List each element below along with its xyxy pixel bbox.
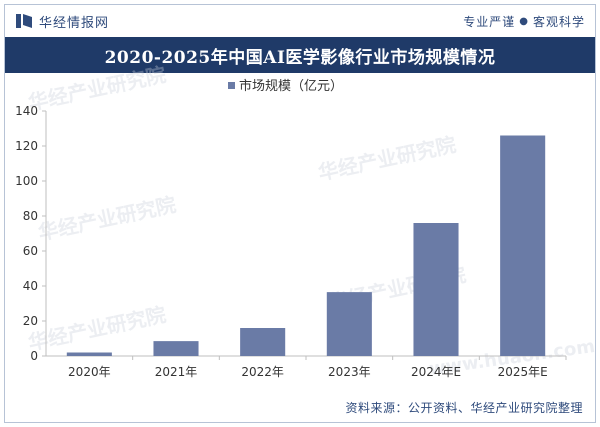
slogan-right: 客观科学 [532, 15, 585, 29]
title-band: 2020-2025年中国AI医学影像行业市场规模情况 [5, 37, 595, 73]
bar [66, 352, 112, 356]
legend-label: 市场规模（亿元） [239, 78, 343, 94]
bars [66, 135, 546, 356]
watermark-text: 华经产业研究院 [26, 62, 168, 115]
brand-name: 华经情报网 [39, 15, 110, 31]
y-tick-label: 40 [23, 279, 38, 293]
y-tick-label: 20 [23, 314, 38, 328]
brand-logo-icon [16, 14, 32, 28]
bar [240, 328, 286, 356]
watermark-text: 华经产业研究院 [26, 302, 168, 355]
y-tick-label: 100 [15, 174, 38, 188]
y-tick-label: 80 [23, 209, 38, 223]
legend: 市场规模（亿元） [228, 78, 343, 94]
bullet-dot-icon: ● [519, 16, 529, 27]
bar [326, 292, 372, 356]
top-bar: 华经情报网 专业严谨 ● 客观科学 [5, 5, 595, 37]
source-note: 资料来源：公开资料、华经产业研究院整理 [345, 401, 583, 415]
slogan: 专业严谨 ● 客观科学 [463, 13, 585, 30]
y-tick-label: 60 [23, 244, 38, 258]
legend-swatch [228, 82, 235, 89]
x-tick-label: 2020年 [68, 365, 111, 379]
brand[interactable]: 华经情报网 [15, 13, 110, 31]
y-tick-label: 120 [15, 139, 38, 153]
y-tick-label: 0 [30, 349, 38, 363]
x-tick-label: 2022年 [241, 365, 284, 379]
slogan-left: 专业严谨 [463, 15, 516, 29]
axes: 0 20 40 60 80 100 120 140 2020年 2021年 2022年 2023年 20… [15, 104, 567, 379]
bar [500, 135, 546, 356]
bar [153, 341, 199, 356]
watermark-text: 华经产业研究院 [36, 192, 178, 245]
x-tick-label: 2021年 [155, 365, 198, 379]
x-tick-label: 2023年 [328, 365, 371, 379]
chart-title: 2020-2025年中国AI医学影像行业市场规模情况 [104, 47, 496, 68]
x-tick-label: 2024年E [411, 365, 461, 379]
bar [413, 223, 459, 356]
x-tick-label: 2025年E [498, 365, 548, 379]
watermark-text: 华经产业研究院 [316, 132, 458, 185]
y-tick-label: 140 [15, 104, 38, 118]
